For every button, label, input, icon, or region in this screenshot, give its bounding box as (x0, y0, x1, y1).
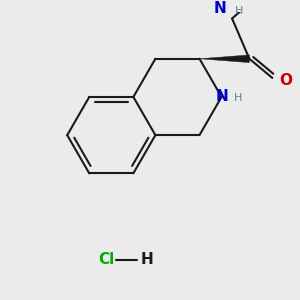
Text: O: O (279, 73, 292, 88)
Text: N: N (215, 89, 228, 104)
Text: H: H (235, 6, 243, 16)
Text: Cl: Cl (98, 252, 114, 267)
Polygon shape (200, 55, 249, 63)
Text: N: N (214, 1, 226, 16)
Text: H: H (234, 93, 242, 103)
Text: H: H (141, 252, 154, 267)
